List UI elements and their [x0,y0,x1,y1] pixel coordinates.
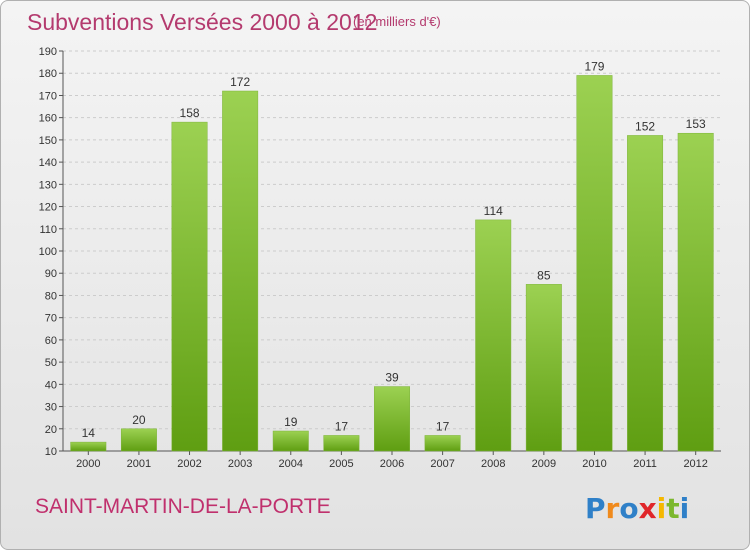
value-label-2012: 153 [686,117,706,131]
bar-2006 [374,386,410,452]
bar-2007 [424,435,461,452]
value-label-2000: 14 [82,426,96,440]
x-tick-label-2004: 2004 [279,458,303,470]
bar-2005 [323,435,360,452]
value-label-2010: 179 [584,59,604,73]
y-tick-label: 140 [39,157,57,169]
x-tick-label-2008: 2008 [481,458,505,470]
bar-2008 [475,219,512,452]
x-tick-label-2012: 2012 [683,458,707,470]
x-tick-label-2005: 2005 [329,458,353,470]
value-label-2006: 39 [385,371,399,385]
y-tick-label: 190 [39,46,57,58]
x-tick-label-2007: 2007 [430,458,454,470]
y-tick-label: 160 [39,113,57,125]
value-label-2001: 20 [132,413,146,427]
commune-name: SAINT-MARTIN-DE-LA-PORTE [35,495,331,518]
value-label-2008: 114 [484,204,503,218]
y-tick-label: 40 [45,379,57,391]
x-tick-label-2001: 2001 [127,458,151,470]
value-label-2002: 158 [180,106,200,120]
bar-2002 [171,121,208,452]
y-tick-label: 70 [45,313,57,325]
labels: 14 2000 20 2001 158 2002 172 2003 19 2004 17 2005 39… [76,59,708,470]
x-tick-label-2002: 2002 [177,458,201,470]
value-label-2005: 17 [335,419,349,433]
value-label-2003: 172 [230,75,250,89]
chart-title: Subventions Versées 2000 à 2012 [27,9,378,35]
value-label-2007: 17 [436,419,450,433]
y-tick-label: 120 [39,202,57,214]
y-tick-label: 150 [39,135,57,147]
svg-text:Proxiti: Proxiti [585,492,689,525]
x-tick-label-2011: 2011 [633,458,657,470]
bar-2000 [70,441,107,452]
bars [70,75,714,452]
y-tick-label: 110 [39,224,57,236]
proxiti-logo: Proxiti [585,492,689,525]
y-tick-label: 90 [45,268,57,280]
y-tick-label: 100 [39,246,57,258]
y-tick-label: 130 [39,179,57,191]
bar-2010 [576,75,613,452]
y-tick-label: 60 [45,335,57,347]
bar-2001 [120,428,157,452]
y-tick-label: 30 [45,402,57,414]
bar-2012 [677,132,714,452]
bar-2003 [222,90,259,452]
y-tick-label: 80 [45,290,57,302]
x-tick-label-2003: 2003 [228,458,252,470]
value-label-2009: 85 [537,268,551,282]
bar-2009 [525,284,562,452]
y-tick-label: 180 [39,68,57,80]
y-tick-label: 10 [45,446,57,458]
value-label-2004: 19 [284,415,298,429]
value-label-2011: 152 [635,119,655,133]
y-tick-label: 50 [45,357,57,369]
chart-subtitle: (en milliers d'€) [353,14,441,29]
x-tick-label-2009: 2009 [532,458,556,470]
x-tick-label-2010: 2010 [582,458,606,470]
x-tick-label-2000: 2000 [76,458,100,470]
bar-2004 [272,430,309,452]
x-tick-label-2006: 2006 [380,458,404,470]
bar-2011 [627,135,664,452]
y-tick-label: 170 [39,90,57,102]
y-tick-label: 20 [45,424,57,436]
